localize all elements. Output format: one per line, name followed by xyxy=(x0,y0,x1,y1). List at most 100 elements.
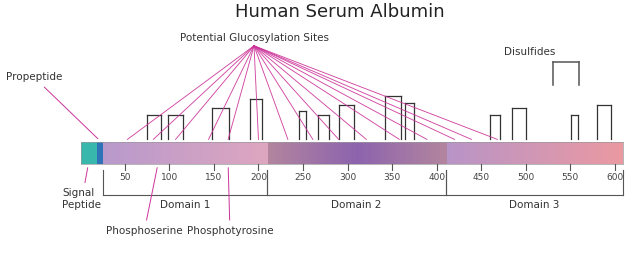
Bar xyxy=(275,142,276,164)
Bar xyxy=(489,142,490,164)
Bar xyxy=(96,142,97,164)
Bar xyxy=(353,142,355,164)
Bar xyxy=(227,142,228,164)
Bar xyxy=(175,142,176,164)
Bar xyxy=(564,142,566,164)
Bar xyxy=(187,142,188,164)
Bar xyxy=(432,142,433,164)
Bar xyxy=(574,142,575,164)
Bar xyxy=(319,142,321,164)
Bar xyxy=(605,142,607,164)
Bar xyxy=(580,142,581,164)
Bar xyxy=(248,142,249,164)
Bar xyxy=(385,142,386,164)
Bar xyxy=(365,142,367,164)
Text: Disulfides: Disulfides xyxy=(504,47,555,57)
Bar xyxy=(313,142,314,164)
Bar xyxy=(124,142,126,164)
Bar xyxy=(115,142,116,164)
Text: 200: 200 xyxy=(250,173,267,182)
Bar xyxy=(538,142,539,164)
Bar xyxy=(266,142,267,164)
Bar xyxy=(356,142,358,164)
Bar xyxy=(118,142,119,164)
Bar xyxy=(170,142,172,164)
Bar xyxy=(442,142,443,164)
Bar xyxy=(402,142,403,164)
Bar xyxy=(499,142,500,164)
Bar xyxy=(579,142,580,164)
Bar xyxy=(412,142,413,164)
Bar xyxy=(101,142,103,164)
Text: 100: 100 xyxy=(161,173,178,182)
Bar xyxy=(290,142,291,164)
Bar xyxy=(478,142,479,164)
Bar xyxy=(458,142,459,164)
Bar xyxy=(257,142,259,164)
Bar xyxy=(420,142,421,164)
Bar xyxy=(100,142,101,164)
Bar xyxy=(597,142,598,164)
Bar xyxy=(619,142,620,164)
Bar xyxy=(611,142,612,164)
Bar xyxy=(428,142,429,164)
Bar xyxy=(164,142,165,164)
Bar xyxy=(316,142,317,164)
Bar xyxy=(595,142,596,164)
Bar xyxy=(435,142,436,164)
Bar xyxy=(88,142,89,164)
Bar xyxy=(262,142,264,164)
Bar xyxy=(205,142,207,164)
Bar xyxy=(399,142,401,164)
Bar xyxy=(243,142,244,164)
Bar xyxy=(129,142,130,164)
Bar xyxy=(474,142,476,164)
Bar xyxy=(548,142,550,164)
Bar xyxy=(278,142,279,164)
Bar xyxy=(409,142,410,164)
Bar xyxy=(592,142,593,164)
Bar xyxy=(452,142,454,164)
Bar xyxy=(500,142,501,164)
Bar xyxy=(207,142,209,164)
Bar xyxy=(414,142,416,164)
Bar xyxy=(310,142,312,164)
Bar xyxy=(454,142,455,164)
Text: 400: 400 xyxy=(428,173,445,182)
Bar xyxy=(127,142,129,164)
Bar xyxy=(534,142,535,164)
Bar xyxy=(157,142,158,164)
Bar xyxy=(252,142,253,164)
Bar xyxy=(146,142,147,164)
Bar xyxy=(443,142,444,164)
Bar xyxy=(260,142,261,164)
Bar xyxy=(616,142,618,164)
Bar xyxy=(403,142,405,164)
Bar xyxy=(223,142,225,164)
Bar xyxy=(586,142,588,164)
Bar xyxy=(476,142,477,164)
Text: 300: 300 xyxy=(339,173,356,182)
Bar xyxy=(273,142,275,164)
Bar xyxy=(291,142,292,164)
Bar xyxy=(158,142,160,164)
Bar xyxy=(563,142,564,164)
Bar xyxy=(419,142,420,164)
Bar xyxy=(381,142,382,164)
Text: Potential Glucosylation Sites: Potential Glucosylation Sites xyxy=(179,33,328,43)
Bar xyxy=(89,142,91,164)
Bar xyxy=(539,142,540,164)
Bar xyxy=(543,142,545,164)
Bar xyxy=(81,142,83,164)
Bar xyxy=(585,142,586,164)
Bar xyxy=(387,142,388,164)
Bar xyxy=(119,142,120,164)
Bar xyxy=(303,142,305,164)
Bar xyxy=(429,142,431,164)
Bar xyxy=(188,142,189,164)
Bar xyxy=(245,142,246,164)
Text: 600: 600 xyxy=(606,173,623,182)
Bar xyxy=(332,142,333,164)
Bar xyxy=(135,142,137,164)
Bar xyxy=(620,142,621,164)
